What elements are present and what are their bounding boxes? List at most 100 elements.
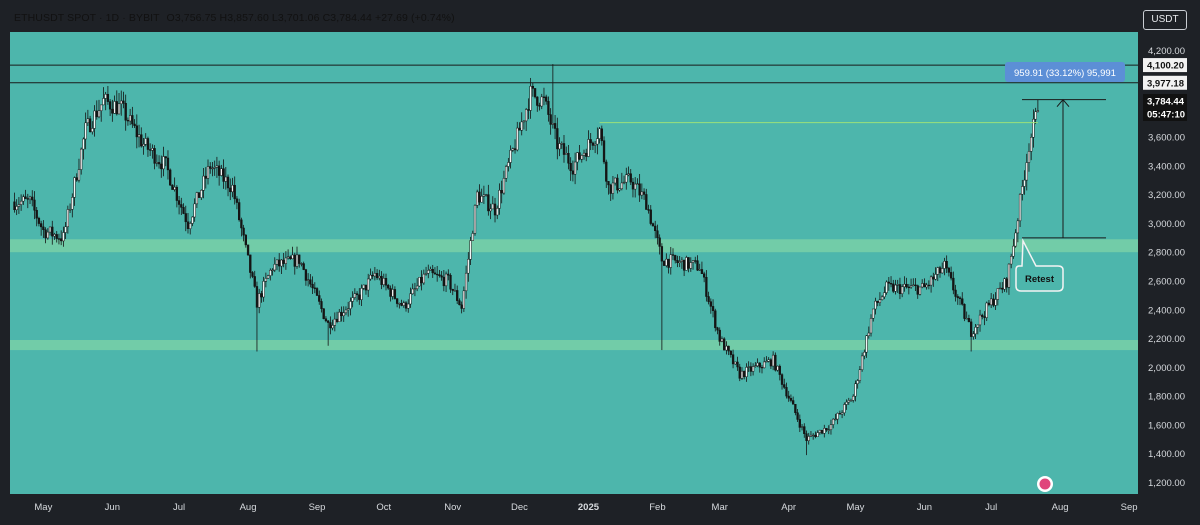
- candle-body: [1018, 193, 1022, 222]
- candle-body: [700, 269, 704, 274]
- candle-body: [627, 173, 630, 176]
- candle-body: [260, 293, 263, 298]
- candle-body: [687, 257, 690, 269]
- candle-body: [918, 286, 922, 295]
- candle-body: [932, 276, 935, 280]
- candle-body: [727, 345, 730, 352]
- candle-body: [602, 140, 606, 163]
- candle-body: [273, 263, 276, 271]
- candle-body: [965, 318, 968, 320]
- candle-body: [654, 225, 657, 232]
- x-tick-label: Sep: [309, 502, 326, 513]
- candle-body: [640, 191, 644, 196]
- candle-body: [473, 205, 477, 234]
- candle-body: [542, 96, 546, 98]
- candle-body: [682, 259, 686, 271]
- candle-body: [547, 101, 550, 115]
- candle-body: [894, 284, 897, 292]
- candle-body: [355, 293, 359, 296]
- candle-body: [634, 183, 637, 190]
- candle-body: [91, 128, 94, 133]
- x-tick-label: Aug: [1052, 502, 1069, 513]
- candle-body: [233, 184, 236, 200]
- candle-body: [140, 134, 143, 147]
- candle-body: [304, 269, 308, 281]
- candle-body: [1032, 118, 1035, 138]
- candle-body: [636, 183, 639, 185]
- candle-body: [400, 303, 403, 306]
- candle-body: [767, 359, 770, 362]
- candle-body: [420, 277, 423, 284]
- candle-body: [834, 418, 837, 421]
- candle-body: [863, 351, 866, 357]
- candle-body: [51, 226, 54, 237]
- candle-body: [598, 128, 601, 139]
- candle-body: [482, 194, 486, 197]
- candle-body: [380, 275, 383, 285]
- candle-body: [128, 115, 132, 122]
- candle-body: [57, 238, 61, 240]
- candle-body: [415, 285, 419, 290]
- price-tag-countdown-bg: [1143, 107, 1187, 121]
- measure-label-bg: [1005, 62, 1125, 82]
- candle-body: [809, 434, 813, 437]
- candle-body: [527, 109, 530, 111]
- candle-body: [436, 273, 439, 276]
- candle-body: [204, 175, 207, 179]
- candle-body: [60, 238, 63, 242]
- candle-body: [1036, 110, 1040, 112]
- candle-body: [53, 234, 56, 237]
- candle-body: [1030, 137, 1033, 152]
- candle-body: [493, 203, 497, 216]
- interval-label[interactable]: 1D: [105, 12, 120, 24]
- candle-body: [758, 362, 761, 368]
- candle-body: [947, 267, 951, 273]
- candle-body: [1003, 278, 1006, 290]
- y-tick-label: 2,400.00: [1148, 305, 1185, 316]
- candle-body: [889, 283, 893, 285]
- candle-body: [992, 298, 995, 306]
- candle-body: [144, 138, 147, 145]
- candle-body: [961, 298, 964, 305]
- ohlc-close: C3,784.44: [322, 12, 372, 24]
- candle-body: [289, 256, 292, 260]
- candle-body: [166, 157, 170, 171]
- y-tick-label: 1,400.00: [1148, 449, 1185, 460]
- candle-body: [384, 278, 388, 286]
- ohlc-low: L3,701.06: [271, 12, 320, 24]
- candle-body: [952, 277, 955, 291]
- candle-body: [97, 110, 101, 118]
- candle-body: [80, 148, 83, 170]
- candle-body: [518, 127, 521, 131]
- candle-body: [1025, 162, 1028, 181]
- candle-body: [716, 327, 719, 331]
- candle-body: [84, 122, 87, 140]
- candle-body: [840, 412, 844, 415]
- candle-body: [64, 226, 67, 233]
- candle-body: [300, 263, 303, 265]
- candle-body: [916, 285, 919, 295]
- x-tick-label: Sep: [1121, 502, 1138, 513]
- candle-body: [360, 288, 363, 300]
- candle-body: [954, 289, 957, 297]
- symbol-name[interactable]: ETHUSDT SPOT: [14, 12, 96, 24]
- candle-body: [914, 284, 917, 286]
- candle-body: [189, 223, 192, 229]
- candle-body: [28, 196, 32, 200]
- candle-body: [703, 273, 706, 278]
- candle-body: [845, 401, 848, 405]
- candle-body: [533, 88, 537, 98]
- candle-body: [631, 181, 635, 190]
- candle-body: [849, 400, 853, 402]
- candle-body: [86, 118, 90, 124]
- candle-body: [867, 332, 870, 336]
- candle-body: [115, 101, 118, 115]
- candle-body: [197, 192, 201, 198]
- currency-button[interactable]: USDT: [1143, 10, 1187, 30]
- candle-body: [778, 365, 781, 375]
- candle-body: [560, 143, 563, 145]
- candle-body: [996, 288, 999, 300]
- x-tick-label: 2025: [578, 502, 600, 513]
- candle-body: [220, 168, 223, 176]
